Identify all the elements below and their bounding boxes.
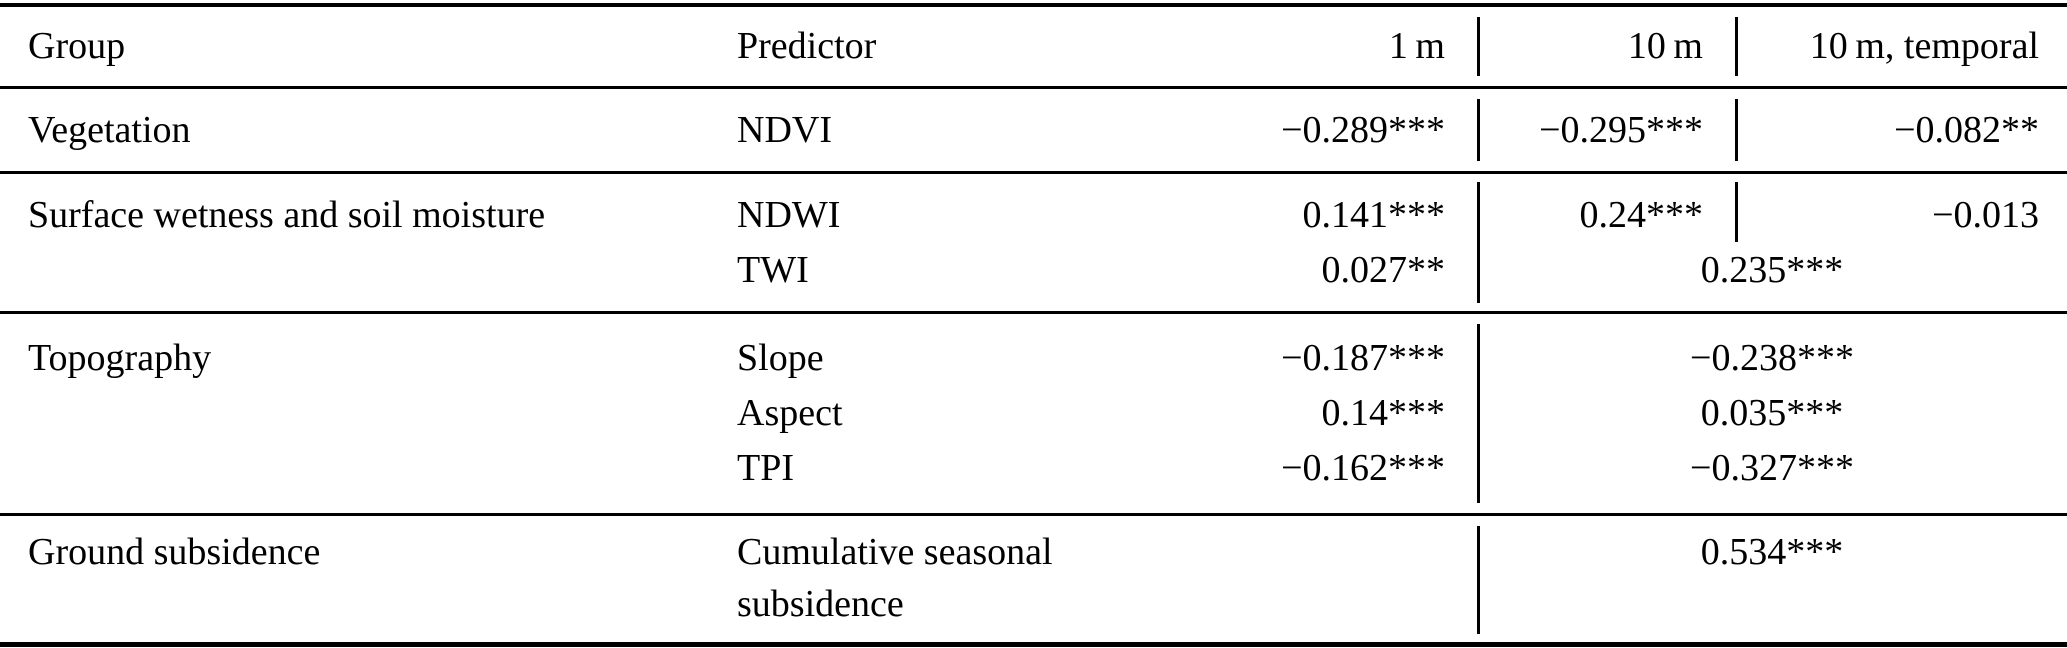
- column-header-10m: 10 m: [1627, 25, 1703, 67]
- value-1m: 0.14***: [1321, 392, 1446, 434]
- value-1m: 0.141***: [1302, 193, 1446, 236]
- value-10m-merged: 0.235***: [1700, 248, 1844, 291]
- predictor-label: Slope: [737, 337, 824, 379]
- value-1m: −0.162***: [1281, 447, 1445, 489]
- column-header-10m-temporal: 10 m, temporal: [1809, 25, 2039, 67]
- predictor-label: TWI: [737, 248, 809, 291]
- group-label: Surface wetness and soil moisture: [28, 193, 546, 236]
- column-header-1m: 1 m: [1388, 25, 1445, 67]
- group-band-topography: Topography Slope −0.187*** −0.238*** Asp…: [0, 314, 2067, 516]
- predictor-label: NDWI: [737, 193, 841, 236]
- predictor-label: Cumulative seasonal subsidence: [737, 531, 1053, 625]
- value-10m: 0.24***: [1579, 193, 1704, 236]
- predictor-label: Aspect: [737, 392, 843, 434]
- column-divider: [1477, 99, 1480, 161]
- table-header-row: Group Predictor 1 m 10 m 10 m, temporal: [0, 7, 2067, 89]
- column-divider: [1477, 17, 1480, 76]
- group-band-surface-wetness: Surface wetness and soil moisture NDWI 0…: [0, 174, 2067, 314]
- group-label: Topography: [28, 337, 212, 379]
- predictor-label: NDVI: [737, 108, 832, 151]
- correlation-table: Group Predictor 1 m 10 m 10 m, temporal …: [0, 3, 2067, 647]
- group-label: Vegetation: [28, 108, 191, 151]
- column-header-predictor: Predictor: [737, 25, 877, 67]
- column-divider: [1735, 17, 1738, 76]
- column-header-group: Group: [28, 25, 126, 67]
- value-1m: −0.187***: [1281, 337, 1445, 379]
- value-1m: [1097, 526, 1477, 630]
- value-10m-merged: −0.327***: [1690, 447, 1854, 489]
- column-divider-partial: [1735, 182, 1738, 242]
- group-band-vegetation: Vegetation NDVI −0.289*** −0.295*** −0.0…: [0, 89, 2067, 174]
- value-10m-merged: 0.534***: [1700, 531, 1844, 573]
- value-10m-temporal: −0.082**: [1894, 108, 2039, 151]
- predictor-label: TPI: [737, 447, 794, 489]
- value-1m: 0.027**: [1321, 248, 1446, 291]
- value-10m-merged: 0.035***: [1700, 392, 1844, 434]
- value-10m-temporal: −0.013: [1932, 193, 2039, 236]
- value-10m: −0.295***: [1539, 108, 1703, 151]
- group-label: Ground subsidence: [28, 531, 321, 573]
- column-divider: [1477, 182, 1480, 303]
- value-1m: −0.289***: [1281, 108, 1445, 151]
- column-divider: [1477, 324, 1480, 503]
- value-10m-merged: −0.238***: [1690, 337, 1854, 379]
- column-divider: [1735, 99, 1738, 161]
- group-band-ground-subsidence: Ground subsidence Cumulative seasonal su…: [0, 516, 2067, 642]
- column-divider: [1477, 526, 1480, 634]
